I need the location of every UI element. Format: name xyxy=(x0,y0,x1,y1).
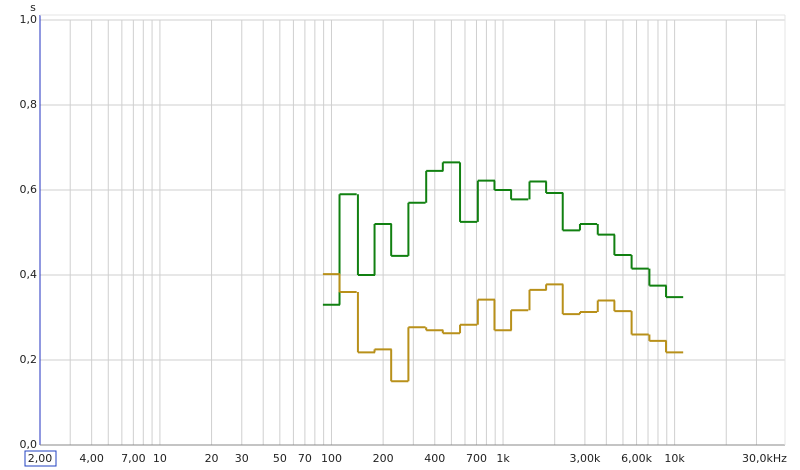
y-tick-label: 1,0 xyxy=(20,13,38,26)
x-tick-label: 1k xyxy=(496,452,510,465)
x-tick-label: 7,00 xyxy=(121,452,146,465)
x-tick-label: 2,00 xyxy=(28,452,53,465)
x-tick-label: 200 xyxy=(373,452,394,465)
x-range-box xyxy=(24,450,57,467)
x-tick-label: 4,00 xyxy=(79,452,104,465)
y-tick-label: 0,2 xyxy=(20,353,38,366)
y-tick-label: 0,6 xyxy=(20,183,38,196)
x-tick-label: 20 xyxy=(205,452,219,465)
x-tick-label: 70 xyxy=(298,452,312,465)
x-tick-label: 400 xyxy=(424,452,445,465)
x-tick-label: 100 xyxy=(321,452,342,465)
y-tick-label: 0,4 xyxy=(20,268,38,281)
y-tick-label: 0,8 xyxy=(20,98,38,111)
y-unit: s xyxy=(30,1,36,14)
x-tick-label: 30 xyxy=(235,452,249,465)
x-tick-label: 50 xyxy=(273,452,287,465)
x-tick-label: 10 xyxy=(153,452,167,465)
x-tick-label: 30,0kHz xyxy=(742,452,787,465)
y-tick-label: 0,0 xyxy=(20,438,38,451)
x-tick-label: 3,00k xyxy=(569,452,600,465)
x-tick-label: 6,00k xyxy=(621,452,652,465)
x-tick-label: 10k xyxy=(664,452,685,465)
x-tick-label: 700 xyxy=(466,452,487,465)
